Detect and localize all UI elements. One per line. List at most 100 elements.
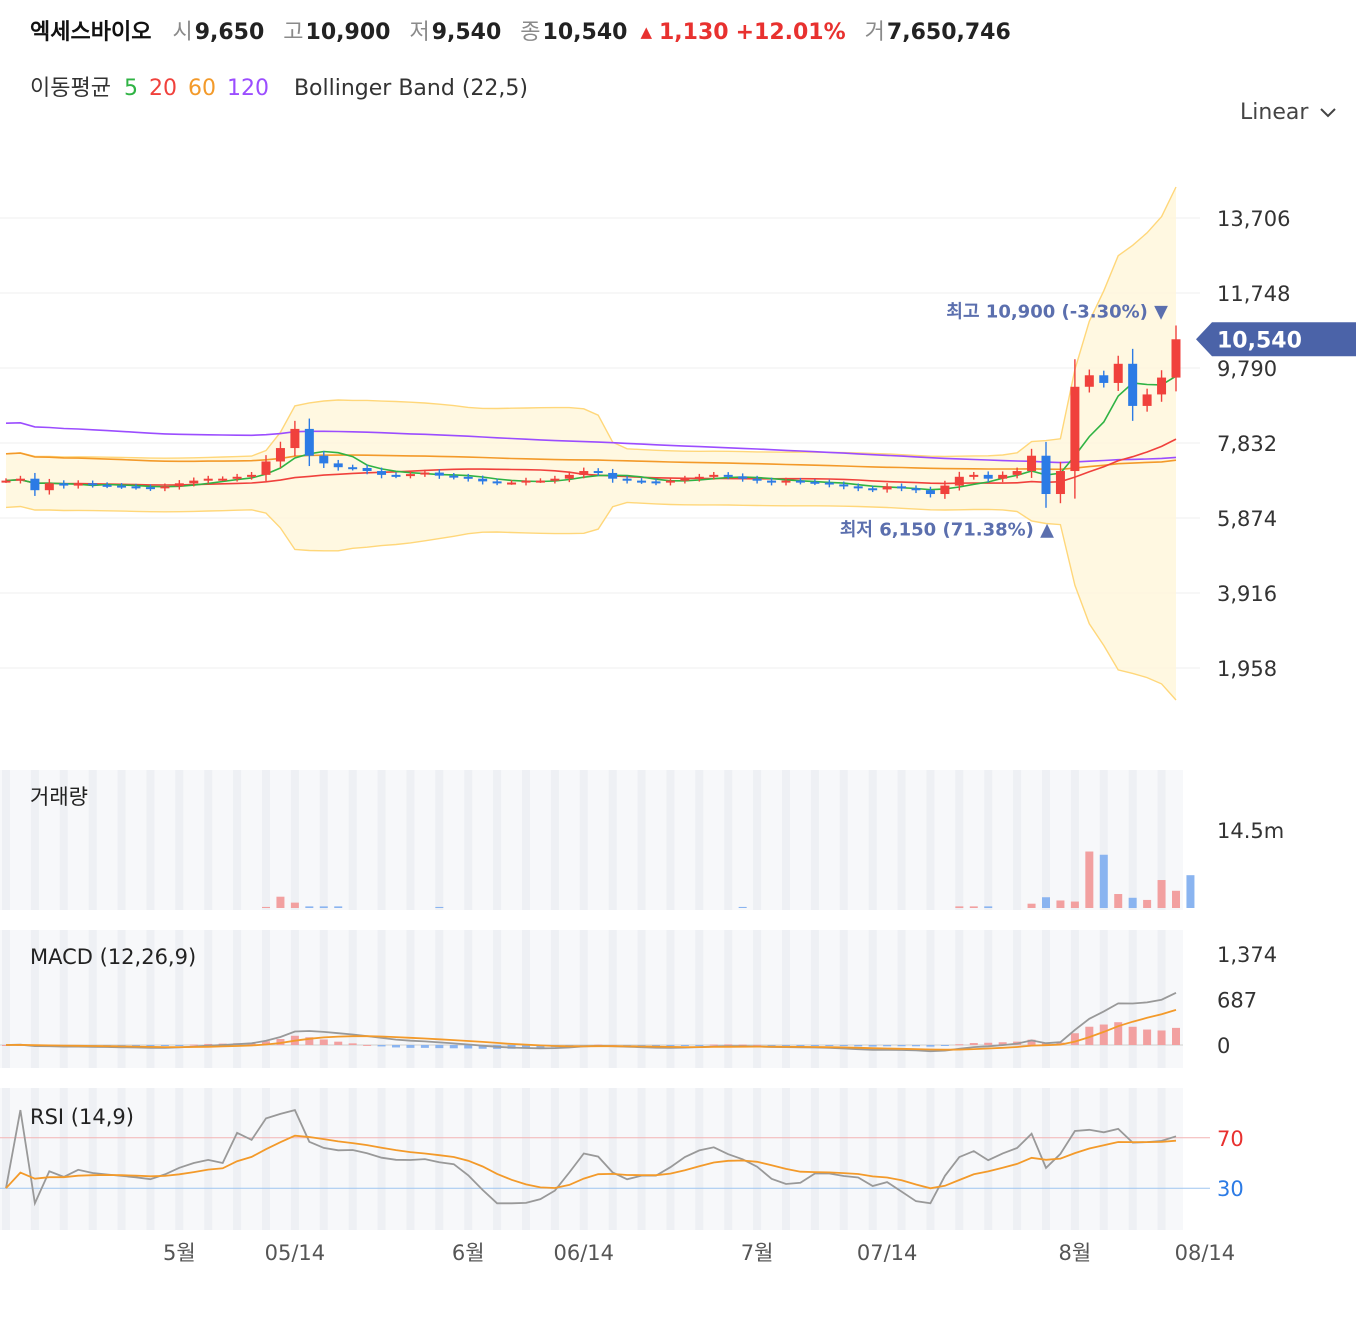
bollinger-band-fill <box>6 186 1176 701</box>
macd-panel-stripe <box>897 930 906 1068</box>
candle-body <box>911 488 921 491</box>
candle-body <box>377 471 387 475</box>
candle-body <box>882 486 892 490</box>
scale-select[interactable]: Linear <box>1240 100 1337 125</box>
ma-60-label[interactable]: 60 <box>187 76 216 101</box>
macd-histogram-bar <box>1085 1026 1094 1045</box>
close-value: 10,540 <box>542 20 628 45</box>
volume-panel-stripe <box>1099 770 1108 910</box>
macd-histogram-bar <box>377 1045 386 1047</box>
macd-histogram-bar <box>204 1043 213 1045</box>
macd-histogram-bar <box>1157 1030 1166 1045</box>
candle-body <box>218 478 228 481</box>
volume-panel-stripe <box>435 770 444 910</box>
macd-histogram-bar <box>724 1044 733 1046</box>
change-percent: +12.01% <box>735 20 846 45</box>
rsi-panel-stripe <box>868 1088 877 1230</box>
volume-bar <box>305 906 314 908</box>
open-value: 9,650 <box>194 20 265 45</box>
volume-bar <box>319 906 328 908</box>
macd-histogram-bar <box>160 1045 169 1046</box>
macd-histogram-bar <box>984 1042 993 1045</box>
volume-panel-stripe <box>59 770 68 910</box>
volume-bar <box>1056 900 1065 908</box>
rsi-panel-stripe <box>1157 1088 1166 1230</box>
volume-bar <box>1070 901 1079 908</box>
candle-body <box>853 486 863 489</box>
macd-histogram-bar <box>767 1045 776 1046</box>
macd-histogram-bar <box>276 1038 285 1045</box>
date-axis-label: 6월 <box>452 1241 485 1265</box>
candle-body <box>651 481 661 484</box>
volume-panel-stripe <box>2 770 10 910</box>
macd-panel-stripe <box>608 930 617 1068</box>
macd-axis-label: 1,374 <box>1217 943 1277 967</box>
volume-value: 7,650,746 <box>886 20 1011 45</box>
macd-histogram-bar <box>1027 1039 1036 1045</box>
ma-5-label[interactable]: 5 <box>123 76 138 101</box>
ma-120-label[interactable]: 120 <box>226 76 269 101</box>
max-price-marker: 최고 10,900 (-3.30%) ▼ <box>946 301 1168 322</box>
candle-body <box>1041 455 1051 495</box>
ma-20-label[interactable]: 20 <box>148 76 177 101</box>
candle-body <box>463 476 473 479</box>
price-axis-label: 9,790 <box>1217 357 1277 381</box>
candle-body <box>593 471 603 474</box>
candle-body <box>1055 471 1065 495</box>
volume-label: 거 <box>864 20 885 45</box>
macd-histogram-bar <box>940 1045 949 1046</box>
candle-body <box>954 476 964 486</box>
volume-panel-stripe <box>926 770 935 910</box>
rsi-signal-line <box>5 1134 1177 1190</box>
volume-panel-stripe <box>666 770 675 910</box>
macd-panel-stripe <box>493 930 502 1068</box>
rsi-panel-stripe <box>2 1088 10 1230</box>
macd-panel-stripe <box>1070 930 1079 1068</box>
macd-histogram-bar <box>319 1039 328 1045</box>
macd-panel-stripe <box>59 930 68 1068</box>
rsi-panel-stripe <box>493 1088 502 1230</box>
rsi-panel-stripe <box>608 1088 617 1230</box>
change-value: 1,130 <box>659 20 729 45</box>
candle-body <box>1113 363 1123 383</box>
rsi-panel-stripe <box>666 1088 675 1230</box>
volume-title: 거래량 <box>30 785 88 809</box>
macd-histogram-bar <box>868 1045 877 1047</box>
candle-body <box>1128 363 1138 406</box>
macd-panel-stripe <box>839 930 848 1068</box>
macd-histogram-bar <box>652 1045 660 1046</box>
macd-histogram-bar <box>955 1044 964 1046</box>
volume-bar <box>969 906 978 908</box>
candle-body <box>622 478 632 481</box>
volume-panel-stripe <box>608 770 617 910</box>
volume-panel-stripe <box>550 770 559 910</box>
volume-panel-stripe <box>146 770 155 910</box>
volume-panel-stripe <box>1128 770 1137 910</box>
macd-panel-stripe <box>868 930 877 1068</box>
volume-panel-stripe <box>868 770 877 910</box>
macd-panel-stripe <box>290 930 299 1068</box>
price-axis-label: 5,874 <box>1217 507 1277 531</box>
macd-panel-stripe <box>1128 930 1137 1068</box>
volume-panel-stripe <box>839 770 848 910</box>
candle-body <box>998 474 1008 479</box>
macd-panel-stripe <box>319 930 328 1068</box>
rsi-panel-stripe <box>724 1088 733 1230</box>
rsi-panel-stripe <box>550 1088 559 1230</box>
bollinger-label[interactable]: Bollinger Band (22,5) <box>293 76 528 101</box>
volume-panel-stripe <box>406 770 415 910</box>
macd-histogram-bar <box>753 1044 762 1046</box>
macd-histogram-bar <box>782 1045 790 1046</box>
volume-panel-stripe <box>753 770 762 910</box>
volume-panel-stripe <box>204 770 213 910</box>
volume-bar <box>738 906 747 908</box>
current-price-tag <box>1196 322 1356 357</box>
candle-body <box>767 480 777 483</box>
rsi-panel-stripe <box>262 1088 270 1230</box>
rsi-panel-stripe <box>782 1088 790 1230</box>
volume-panel-stripe <box>810 770 819 910</box>
macd-panel-stripe <box>1099 930 1108 1068</box>
candle-body <box>131 486 141 489</box>
macd-histogram-bar <box>1172 1027 1180 1045</box>
